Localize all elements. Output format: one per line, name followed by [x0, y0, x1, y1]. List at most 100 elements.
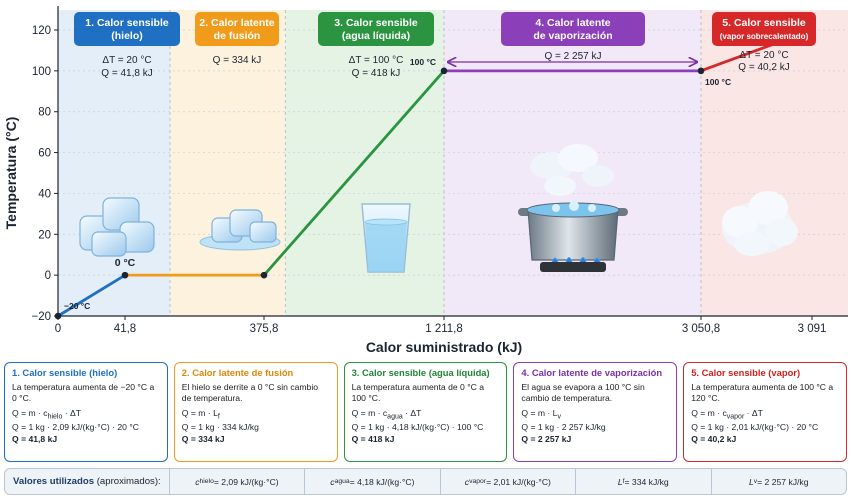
phase-header-title: 1. Calor sensible	[85, 17, 169, 29]
phase-header-box	[501, 12, 645, 46]
card-substitution: Q = 1 kg · 2,01 kJ/(kg·°C) · 20 °C	[691, 422, 819, 433]
phase-stat: ΔT = 20 °C	[739, 50, 788, 61]
card-title: 2. Calor latente de fusión	[181, 367, 294, 378]
y-tick-label: 80	[38, 107, 51, 119]
curve-segment	[262, 69, 446, 277]
y-tick-label: −20	[31, 311, 51, 323]
x-tick-label: 0	[55, 323, 61, 335]
phase-stat: ΔT = 20 °C	[102, 55, 151, 66]
values-title: Valores utilizados (aproximados):	[13, 476, 161, 487]
card-substitution: Q = 1 kg · 2,09 kJ/(kg·°C) · 20 °C	[12, 422, 139, 433]
card-substitution: Q = 1 kg · 334 kJ/kg	[181, 422, 259, 433]
card-description: La temperatura aumenta de 100 °C a 120 °…	[691, 381, 834, 404]
phase-card: 4. Calor latente de vaporización El agua …	[513, 362, 678, 462]
phase-header-box	[74, 12, 180, 46]
card-description: El agua se evapora a 100 °C sin cambio d…	[521, 381, 645, 404]
card-description: El hielo se derrite a 0 °C sin cambio de…	[181, 381, 319, 404]
card-formula: Q = m · Lv	[521, 407, 561, 421]
phase-header-title: 2. Calor latente	[199, 17, 274, 29]
phase-header-title: (agua líquida)	[342, 30, 410, 42]
point-label: 100 °C	[410, 57, 436, 67]
value-item: c agua = 4,18 kJ/(kg·°C)	[304, 469, 439, 494]
card-title: 5. Calor sensible (vapor)	[691, 367, 801, 378]
ice-cubes-icon	[79, 197, 155, 257]
x-tick-label: 375,8	[250, 323, 279, 335]
phase-card: 1. Calor sensible (hielo) La temperatura …	[4, 362, 168, 462]
curve-point	[697, 67, 705, 75]
phase-header-box	[195, 12, 279, 46]
card-title: 3. Calor sensible (agua líquida)	[351, 367, 490, 378]
curve-segment	[56, 273, 127, 318]
x-tick-label: 41,8	[114, 323, 136, 335]
card-result: Q = 418 kJ	[351, 433, 395, 444]
y-tick-label: 20	[38, 229, 51, 241]
y-axis-label: Temperatura (°C)	[3, 117, 19, 230]
point-label: 0 °C	[115, 257, 136, 269]
y-tick-label: 60	[38, 148, 51, 160]
curve-point	[121, 271, 129, 279]
phase-header-title: de vaporización	[533, 30, 612, 42]
phase-band	[58, 10, 171, 316]
card-title: 1. Calor sensible (hielo)	[12, 367, 118, 378]
phase-cards: 1. Calor sensible (hielo) La temperatura …	[4, 362, 847, 462]
card-formula: Q = m · cvapor · ΔT	[691, 407, 763, 421]
phase-card: 5. Calor sensible (vapor) La temperatura …	[683, 362, 847, 462]
y-tick-label: 120	[32, 25, 51, 37]
curve-point	[260, 271, 268, 279]
phase-header-title: (vapor sobrecalentado)	[720, 32, 809, 41]
x-axis-label: Calor suministrado (kJ)	[366, 339, 522, 355]
card-description: La temperatura aumenta de −20 °C a 0 °C.	[12, 381, 155, 404]
values-bar: Valores utilizados (aproximados): c hielo…	[4, 468, 847, 495]
card-title: 4. Calor latente de vaporización	[521, 367, 663, 378]
card-formula: Q = m · Lf	[181, 407, 220, 421]
card-result: Q = 40,2 kJ	[691, 433, 737, 444]
card-formula: Q = m · chielo · ΔT	[12, 407, 82, 421]
card-substitution: Q = 1 kg · 4,18 kJ/(kg·°C) · 100 °C	[351, 422, 484, 433]
melting-ice-icon	[199, 209, 281, 251]
phase-header: 3. Calor sensible(agua líquida) ΔT = 100 …	[318, 12, 434, 79]
phase-stat: Q = 40,2 kJ	[738, 62, 789, 73]
card-result: Q = 334 kJ	[181, 433, 225, 444]
phase-header-title: 5. Calor sensible	[722, 17, 806, 29]
phase-card: 2. Calor latente de fusión El hielo se de…	[173, 362, 338, 462]
card-result: Q = 41,8 kJ	[12, 433, 58, 444]
x-tick-label: 1 211,8	[425, 323, 463, 335]
point-label: 100 °C	[705, 77, 731, 87]
phase-stat: Q = 2 257 kJ	[545, 51, 602, 62]
value-item: c hielo = 2,09 kJ/(kg·°C)	[168, 469, 304, 494]
phase-stat: Q = 418 kJ	[352, 68, 401, 79]
point-label: −20 °C	[64, 301, 90, 311]
y-tick-label: 0	[45, 270, 51, 282]
heating-curve-chart: −20 0 20 40 60 80 100 120 0 41,8 375,8 1 211,8 3 050…	[3, 6, 848, 355]
curve-point	[54, 312, 62, 320]
card-result: Q = 2 257 kJ	[521, 433, 572, 444]
phase-stat: ΔT = 100 °C	[349, 55, 404, 66]
x-tick-label: 3 091	[798, 323, 827, 335]
phase-header-title: de fusión	[214, 30, 261, 42]
water-glass-icon	[361, 203, 411, 273]
card-substitution: Q = 1 kg · 2 257 kJ/kg	[521, 422, 606, 433]
card-formula: Q = m · cagua · ΔT	[351, 407, 422, 421]
x-tick-label: 3 050,8	[682, 323, 720, 335]
curve-point	[440, 67, 448, 75]
y-tick-label: 40	[38, 188, 51, 200]
phase-band	[285, 10, 444, 316]
steam-cloud-icon	[722, 191, 798, 256]
phase-band	[170, 10, 286, 316]
phase-header: 5. Calor sensible (vapor sobrecalentado) Δ…	[712, 12, 816, 73]
phase-header-title: (hielo)	[111, 30, 143, 42]
card-description: La temperatura aumenta de 0 °C a 100 °C.	[351, 381, 485, 404]
value-item: c vapor = 2,01 kJ/(kg·°C)	[439, 469, 575, 494]
phase-header-box	[318, 12, 434, 46]
phase-header-box	[712, 12, 816, 46]
phase-stat: Q = 334 kJ	[213, 55, 262, 66]
y-tick-label: 100	[32, 66, 51, 78]
phase-header-title: 4. Calor latente	[535, 17, 610, 29]
phase-header-title: 3. Calor sensible	[334, 17, 418, 29]
boiling-pot-icon	[518, 144, 628, 272]
phase-card: 3. Calor sensible (agua líquida) La tempe…	[343, 362, 508, 462]
